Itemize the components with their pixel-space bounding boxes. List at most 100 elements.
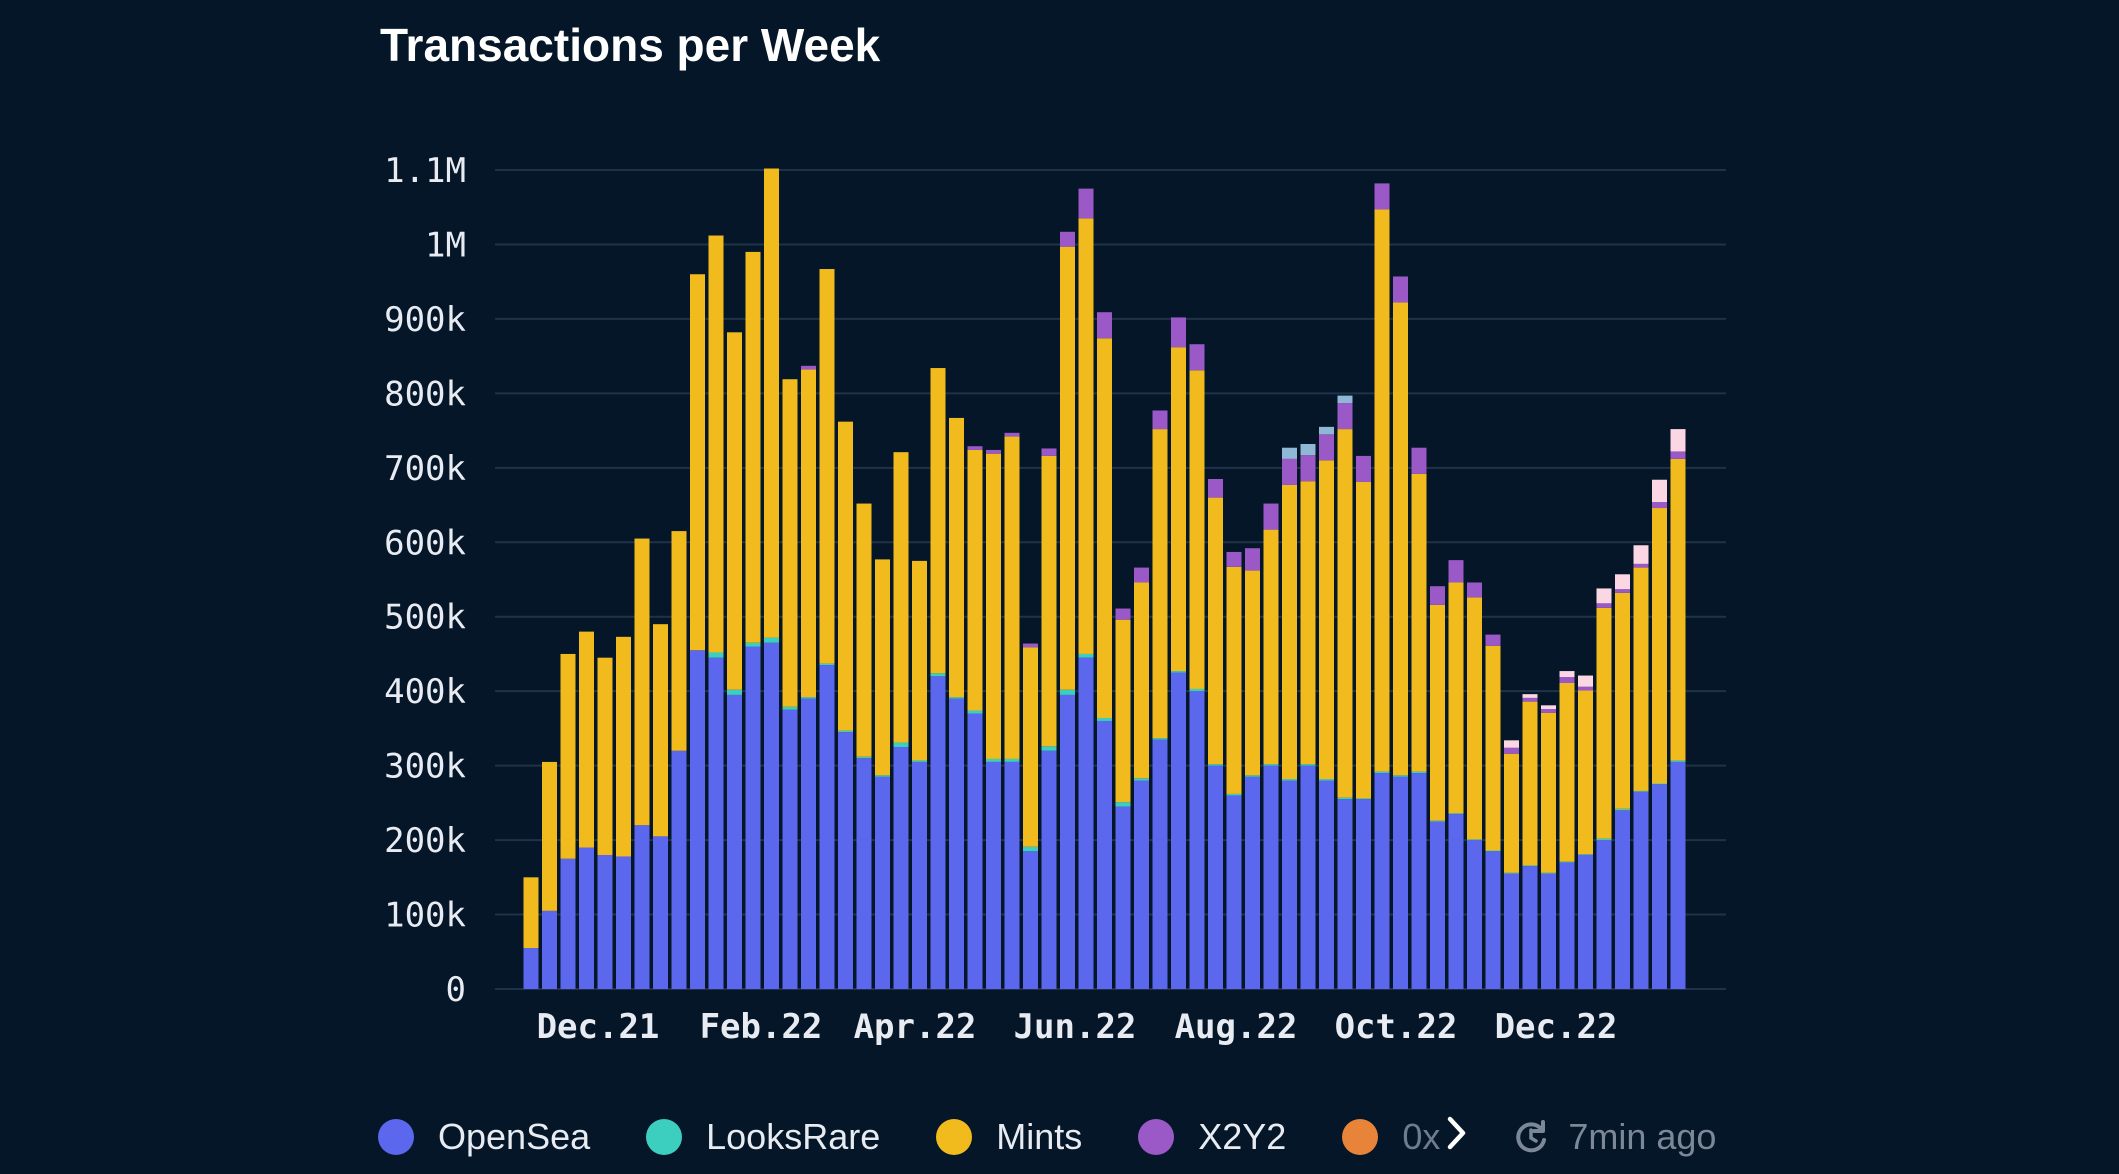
bar-segment-x2y2[interactable] xyxy=(1578,686,1593,691)
bar-segment-mints[interactable] xyxy=(1522,701,1538,866)
bar-segment-x2y2[interactable] xyxy=(1097,312,1112,339)
bar-segment-x2y2[interactable] xyxy=(1300,455,1316,482)
bar-segment-mints[interactable] xyxy=(782,379,798,707)
bar-segment-x2y2[interactable] xyxy=(1485,634,1501,646)
bar-segment-opensea[interactable] xyxy=(1522,866,1538,989)
bar-segment-looksrare[interactable] xyxy=(801,697,816,699)
legend-item-x2y2[interactable]: X2Y2 xyxy=(1138,1116,1286,1158)
bar-segment-opensea[interactable] xyxy=(690,650,705,989)
bar-segment-opensea[interactable] xyxy=(764,642,779,989)
bar-segment-mints[interactable] xyxy=(1245,570,1260,776)
bar-segment-mints[interactable] xyxy=(819,269,835,664)
refresh-status[interactable]: 7min ago xyxy=(1512,1116,1716,1158)
bar-segment-other2[interactable] xyxy=(1652,479,1667,503)
bar-segment-mints[interactable] xyxy=(1189,370,1205,689)
bar-segment-mints[interactable] xyxy=(579,631,594,848)
bar-segment-looksrare[interactable] xyxy=(1467,839,1482,841)
bar-segment-mints[interactable] xyxy=(671,531,687,751)
bar-segment-mints[interactable] xyxy=(1226,566,1242,794)
bar-segment-x2y2[interactable] xyxy=(1337,403,1353,430)
bar-segment-opensea[interactable] xyxy=(1356,799,1371,989)
bar-segment-mints[interactable] xyxy=(1078,218,1094,654)
bar-segment-mints[interactable] xyxy=(1670,458,1686,761)
bar-segment-mints[interactable] xyxy=(764,168,779,638)
bar-segment-looksrare[interactable] xyxy=(1282,779,1297,781)
bar-segment-opensea[interactable] xyxy=(653,836,668,989)
bar-segment-other2[interactable] xyxy=(1578,675,1593,687)
bar-segment-opensea[interactable] xyxy=(1152,739,1168,989)
bar-segment-other2[interactable] xyxy=(1670,429,1686,452)
bar-segment-opensea[interactable] xyxy=(671,750,687,989)
bar-segment-opensea[interactable] xyxy=(838,732,853,989)
bar-segment-x2y2[interactable] xyxy=(1171,317,1186,348)
bar-segment-x2y2[interactable] xyxy=(1152,410,1168,430)
bar-segment-x2y2[interactable] xyxy=(1134,567,1149,583)
bar-segment-opensea[interactable] xyxy=(1430,821,1445,989)
bar-segment-looksrare[interactable] xyxy=(1652,783,1667,785)
bar-segment-x2y2[interactable] xyxy=(1670,451,1686,459)
bar-segment-looksrare[interactable] xyxy=(986,758,1001,762)
bar-segment-looksrare[interactable] xyxy=(1023,846,1038,852)
bar-segment-looksrare[interactable] xyxy=(764,637,779,643)
bar-segment-opensea[interactable] xyxy=(986,761,1001,989)
bar-segment-mints[interactable] xyxy=(893,452,909,743)
bar-segment-opensea[interactable] xyxy=(1078,657,1094,989)
bar-segment-looksrare[interactable] xyxy=(930,673,946,677)
bar-segment-x2y2[interactable] xyxy=(1115,608,1131,620)
bar-segment-opensea[interactable] xyxy=(745,646,761,989)
bar-segment-opensea[interactable] xyxy=(893,747,909,989)
bar-segment-looksrare[interactable] xyxy=(893,742,909,748)
bar-segment-opensea[interactable] xyxy=(1578,854,1593,989)
bar-segment-opensea[interactable] xyxy=(912,761,927,989)
bar-segment-mints[interactable] xyxy=(1596,607,1612,839)
bar-segment-x2y2[interactable] xyxy=(1596,603,1612,608)
bar-segment-looksrare[interactable] xyxy=(1189,688,1205,692)
bar-segment-looksrare[interactable] xyxy=(1208,764,1223,766)
bar-segment-mints[interactable] xyxy=(1411,473,1427,772)
bar-segment-opensea[interactable] xyxy=(1652,784,1667,989)
bar-segment-mints[interactable] xyxy=(1263,529,1279,765)
bar-segment-x2y2[interactable] xyxy=(1615,589,1630,593)
bar-segment-other[interactable] xyxy=(1319,426,1334,435)
legend-item-looksrare[interactable]: LooksRare xyxy=(646,1116,880,1158)
bar-segment-opensea[interactable] xyxy=(542,910,557,989)
bar-segment-mints[interactable] xyxy=(1430,604,1445,821)
bar-segment-looksrare[interactable] xyxy=(1171,671,1186,673)
bar-segment-mints[interactable] xyxy=(597,657,613,855)
bar-segment-x2y2[interactable] xyxy=(1319,434,1334,461)
bar-segment-other[interactable] xyxy=(1337,395,1353,404)
bar-segment-x2y2[interactable] xyxy=(1263,503,1279,530)
bar-segment-x2y2[interactable] xyxy=(1004,432,1020,437)
bar-segment-opensea[interactable] xyxy=(1615,810,1630,989)
bar-segment-looksrare[interactable] xyxy=(1060,689,1075,695)
bar-segment-mints[interactable] xyxy=(1097,338,1112,718)
bar-segment-x2y2[interactable] xyxy=(1374,183,1390,210)
bar-segment-opensea[interactable] xyxy=(579,847,594,989)
bar-segment-looksrare[interactable] xyxy=(1541,872,1556,874)
bar-segment-opensea[interactable] xyxy=(1319,780,1334,989)
bar-segment-looksrare[interactable] xyxy=(1430,820,1445,822)
bar-segment-opensea[interactable] xyxy=(949,698,964,989)
bar-segment-opensea[interactable] xyxy=(930,676,946,989)
bar-segment-opensea[interactable] xyxy=(1134,780,1149,989)
bar-segment-looksrare[interactable] xyxy=(1393,775,1408,777)
bar-segment-looksrare[interactable] xyxy=(1115,802,1131,807)
bar-segment-mints[interactable] xyxy=(1041,455,1057,747)
bar-segment-opensea[interactable] xyxy=(560,858,576,989)
bar-segment-mints[interactable] xyxy=(1152,429,1168,739)
bar-segment-mints[interactable] xyxy=(1559,682,1575,862)
bar-segment-mints[interactable] xyxy=(1485,645,1501,851)
bar-segment-looksrare[interactable] xyxy=(1485,850,1501,852)
bar-segment-mints[interactable] xyxy=(1171,347,1186,672)
bar-segment-mints[interactable] xyxy=(930,368,946,674)
bar-segment-looksrare[interactable] xyxy=(949,697,964,699)
bar-segment-mints[interactable] xyxy=(560,653,576,859)
bar-segment-other[interactable] xyxy=(1300,443,1316,456)
bar-segment-looksrare[interactable] xyxy=(1559,861,1575,863)
bar-segment-mints[interactable] xyxy=(1504,753,1519,873)
bar-segment-looksrare[interactable] xyxy=(1596,838,1612,841)
legend-item-opensea[interactable]: OpenSea xyxy=(378,1116,590,1158)
bar-segment-opensea[interactable] xyxy=(1374,773,1390,989)
bar-segment-mints[interactable] xyxy=(523,877,539,949)
bar-segment-mints[interactable] xyxy=(1374,209,1390,772)
